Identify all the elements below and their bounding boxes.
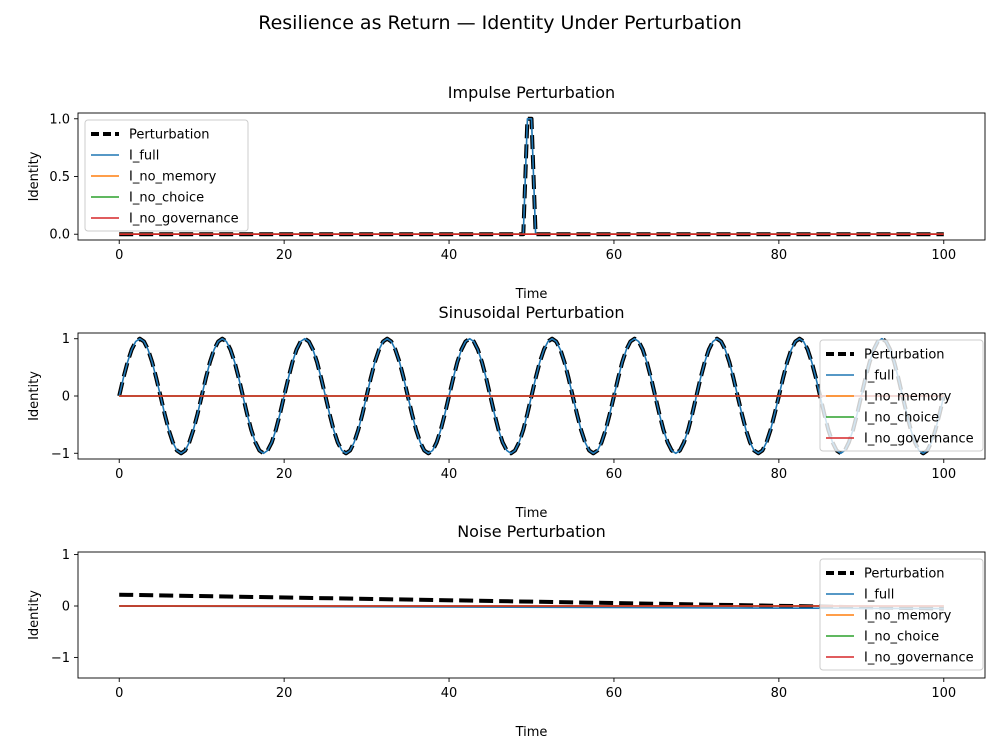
legend: Perturbation I_full I_no_memory I_no_choice… [819,339,984,452]
y-tick-label: 1.0 [49,112,70,127]
y-tick-label: 0 [62,600,70,615]
legend-box [819,339,984,452]
legend-label: I_full [864,369,894,384]
legend-box [819,558,984,671]
x-axis-label: Time [515,287,548,302]
legend-label: I_full [129,149,159,164]
legend-label: I_no_governance [864,651,974,666]
legend-label: I_no_memory [864,390,952,405]
x-tick-label: 60 [606,248,623,263]
x-tick-label: 100 [931,248,956,263]
x-tick-label: 40 [441,248,458,263]
chart-panel-2: Sinusoidal Perturbation 0 20 40 60 80 100 −1 0 1 T… [27,303,986,521]
plot-area [119,592,944,611]
legend: Perturbation I_full I_no_memory I_no_choice… [819,558,984,671]
x-tick-label: 60 [606,467,623,482]
y-tick-label: 0 [62,390,70,405]
plot-area [117,336,946,456]
x-tick-label: 0 [115,467,123,482]
legend-label: Perturbation [864,348,945,363]
x-tick-label: 100 [931,686,956,701]
x-tick-label: 20 [276,686,293,701]
legend-label: I_no_choice [129,191,204,206]
figure-suptitle: Resilience as Return — Identity Under Pe… [258,12,741,34]
x-tick-label: 0 [115,686,123,701]
legend-label: I_full [864,588,894,603]
y-tick-label: 0.5 [49,170,70,185]
y-tick-label: 1 [62,332,70,347]
legend-label: I_no_choice [864,630,939,645]
x-tick-label: 0 [115,248,123,263]
y-axis-label: Identity [27,371,42,421]
legend-label: Perturbation [129,128,210,143]
chart-panel-1: Impulse Perturbation 0 20 40 60 80 100 0.0 0.5 1.… [27,83,986,302]
x-tick-label: 40 [441,686,458,701]
legend: Perturbation I_full I_no_memory I_no_choice… [84,119,249,232]
y-tick-label: 1 [62,548,70,563]
plot-area [119,116,944,237]
legend-label: Perturbation [864,567,945,582]
x-tick-label: 40 [441,467,458,482]
y-axis-label: Identity [27,590,42,640]
legend-label: I_no_memory [129,170,217,185]
x-axis-label: Time [515,506,548,521]
x-axis-label: Time [515,725,548,740]
legend-label: I_no_choice [864,411,939,426]
legend-label: I_no_governance [129,212,239,227]
legend-label: I_no_governance [864,432,974,447]
x-tick-label: 80 [771,467,788,482]
axes-frame [77,551,986,679]
chart-panel-3: Noise Perturbation 0 20 40 60 80 100 −1 0 1 Time Id… [27,522,986,740]
x-tick-label: 20 [276,467,293,482]
y-tick-label: −1 [51,447,70,462]
legend-box [84,119,249,232]
y-tick-label: −1 [51,651,70,666]
x-tick-label: 80 [771,248,788,263]
y-axis-label: Identity [27,151,42,201]
chart-title: Impulse Perturbation [448,83,615,102]
chart-title: Sinusoidal Perturbation [438,303,624,322]
x-tick-label: 100 [931,467,956,482]
x-tick-label: 20 [276,248,293,263]
x-tick-label: 80 [771,686,788,701]
chart-title: Noise Perturbation [457,522,606,541]
x-tick-label: 60 [606,686,623,701]
y-tick-label: 0.0 [49,228,70,243]
legend-label: I_no_memory [864,609,952,624]
